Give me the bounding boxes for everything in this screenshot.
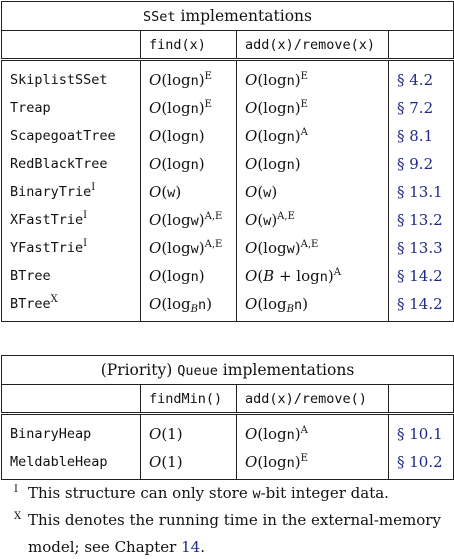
footnote-mark: X: [14, 511, 22, 522]
header-cell-blank: [1, 30, 141, 61]
header-cell-add-remove: add(x)/remove(x): [236, 30, 389, 61]
section-ref-link[interactable]: § 10.2: [387, 448, 454, 480]
header-cell-ref: [388, 30, 454, 61]
table-row: BTreeX O(logBn) O(logBn) § 14.2: [1, 290, 454, 322]
add-remove-complexity-cell: O(B + logn)A: [236, 262, 389, 290]
section-ref-link[interactable]: § 13.1: [388, 178, 454, 206]
add-remove-complexity-cell: O(logn)A: [236, 122, 389, 150]
header-cell-blank: [1, 384, 141, 415]
pqueue-header-row: findMin() add(x)/remove(): [1, 384, 454, 415]
structure-name-cell: BinaryTrieI: [1, 178, 141, 206]
section-ref-link[interactable]: § 13.2: [388, 206, 454, 234]
footnote-marker: I: [91, 182, 96, 193]
sset-header-row: find(x) add(x)/remove(x): [1, 30, 454, 61]
table-row: BinaryTrieI O(w) O(w) § 13.1: [1, 178, 454, 206]
table-row: BinaryHeap O(1) O(logn)A § 10.1: [1, 413, 454, 448]
footnote-external-memory: X This denotes the running time in the e…: [14, 508, 454, 535]
add-remove-complexity-cell: O(logn)E: [236, 59, 389, 94]
footnote-mark: I: [14, 484, 18, 495]
header-cell-find: find(x): [140, 30, 237, 61]
table-row: BTree O(logn) O(B + logn)A § 14.2: [1, 262, 454, 290]
sset-body: SkiplistSSet O(logn)E O(logn)E § 4.2 Treap O(…: [1, 59, 454, 322]
pqueue-table-title: (Priority) Queue implementations: [0, 355, 454, 385]
structure-name-cell: Treap: [1, 94, 141, 122]
pqueue-table: (Priority) Queue implementations findMin…: [0, 355, 454, 480]
chapter-link[interactable]: 14: [181, 538, 201, 556]
add-remove-complexity-cell: O(logBn): [236, 290, 389, 322]
find-complexity-cell: O(logn): [140, 150, 237, 178]
add-remove-complexity-cell: O(logn)A: [236, 413, 389, 448]
find-complexity-cell: O(logn)E: [140, 59, 237, 94]
structure-name-cell: BTreeX: [1, 290, 141, 322]
structure-name-cell: SkiplistSSet: [1, 59, 141, 94]
structure-name-cell: RedBlackTree: [1, 150, 141, 178]
section-ref-link[interactable]: § 10.1: [387, 413, 454, 448]
structure-name-cell: BinaryHeap: [1, 413, 141, 448]
find-complexity-cell: O(logBn): [140, 290, 237, 322]
section-ref-link[interactable]: § 9.2: [388, 150, 454, 178]
table-row: Treap O(logn)E O(logn)E § 7.2: [1, 94, 454, 122]
structure-name-cell: YFastTrieI: [1, 234, 141, 262]
add-remove-complexity-cell: O(logn)E: [236, 94, 389, 122]
find-complexity-cell: O(logn): [140, 262, 237, 290]
sset-table-title: SSet implementations: [1, 1, 454, 31]
table-row: ScapegoatTree O(logn) O(logn)A § 8.1: [1, 122, 454, 150]
footnote-integer: I This structure can only store w-bit in…: [14, 481, 454, 508]
structure-name-cell: XFastTrieI: [1, 206, 141, 234]
footnote-marker: I: [83, 238, 88, 249]
add-remove-complexity-cell: O(w)A,E: [236, 206, 389, 234]
header-cell-add-remove: add(x)/remove(): [236, 384, 389, 415]
add-remove-complexity-cell: O(logw)A,E: [236, 234, 389, 262]
find-complexity-cell: O(w): [140, 178, 237, 206]
add-remove-complexity-cell: O(logn): [236, 150, 389, 178]
table-row: SkiplistSSet O(logn)E O(logn)E § 4.2: [1, 59, 454, 94]
structure-name-cell: ScapegoatTree: [1, 122, 141, 150]
find-complexity-cell: O(logw)A,E: [140, 234, 237, 262]
section-ref-link[interactable]: § 4.2: [388, 59, 454, 94]
header-cell-ref: [387, 384, 454, 415]
footnote-external-memory-cont: model; see Chapter 14.: [28, 538, 205, 556]
structure-name-cell: MeldableHeap: [1, 448, 141, 480]
add-remove-complexity-cell: O(w): [236, 178, 389, 206]
table-row: RedBlackTree O(logn) O(logn) § 9.2: [1, 150, 454, 178]
section-ref-link[interactable]: § 13.3: [388, 234, 454, 262]
section-ref-link[interactable]: § 7.2: [388, 94, 454, 122]
find-complexity-cell: O(logn): [140, 122, 237, 150]
footnote-text: This structure can only store w-bit inte…: [28, 484, 389, 502]
add-remove-complexity-cell: O(logn)E: [236, 448, 389, 480]
structure-name-cell: BTree: [1, 262, 141, 290]
table-row: YFastTrieI O(logw)A,E O(logw)A,E § 13.3: [1, 234, 454, 262]
header-cell-findmin: findMin(): [140, 384, 237, 415]
section-ref-link[interactable]: § 14.2: [388, 262, 454, 290]
section-ref-link[interactable]: § 8.1: [388, 122, 454, 150]
footnote-marker: X: [50, 294, 58, 305]
find-complexity-cell: O(logn)E: [140, 94, 237, 122]
find-complexity-cell: O(logw)A,E: [140, 206, 237, 234]
footnote-marker: I: [83, 210, 88, 221]
sset-table: SSet implementations find(x) add(x)/remo…: [1, 1, 454, 322]
section-ref-link[interactable]: § 14.2: [388, 290, 454, 322]
table-row: XFastTrieI O(logw)A,E O(w)A,E § 13.2: [1, 206, 454, 234]
find-complexity-cell: O(1): [140, 448, 237, 480]
footnote-text: This denotes the running time in the ext…: [28, 511, 441, 529]
table-row: MeldableHeap O(1) O(logn)E § 10.2: [1, 448, 454, 480]
pqueue-body: BinaryHeap O(1) O(logn)A § 10.1 MeldableHeap…: [1, 413, 454, 480]
find-complexity-cell: O(1): [140, 413, 237, 448]
footnotes: I This structure can only store w-bit in…: [14, 481, 454, 559]
